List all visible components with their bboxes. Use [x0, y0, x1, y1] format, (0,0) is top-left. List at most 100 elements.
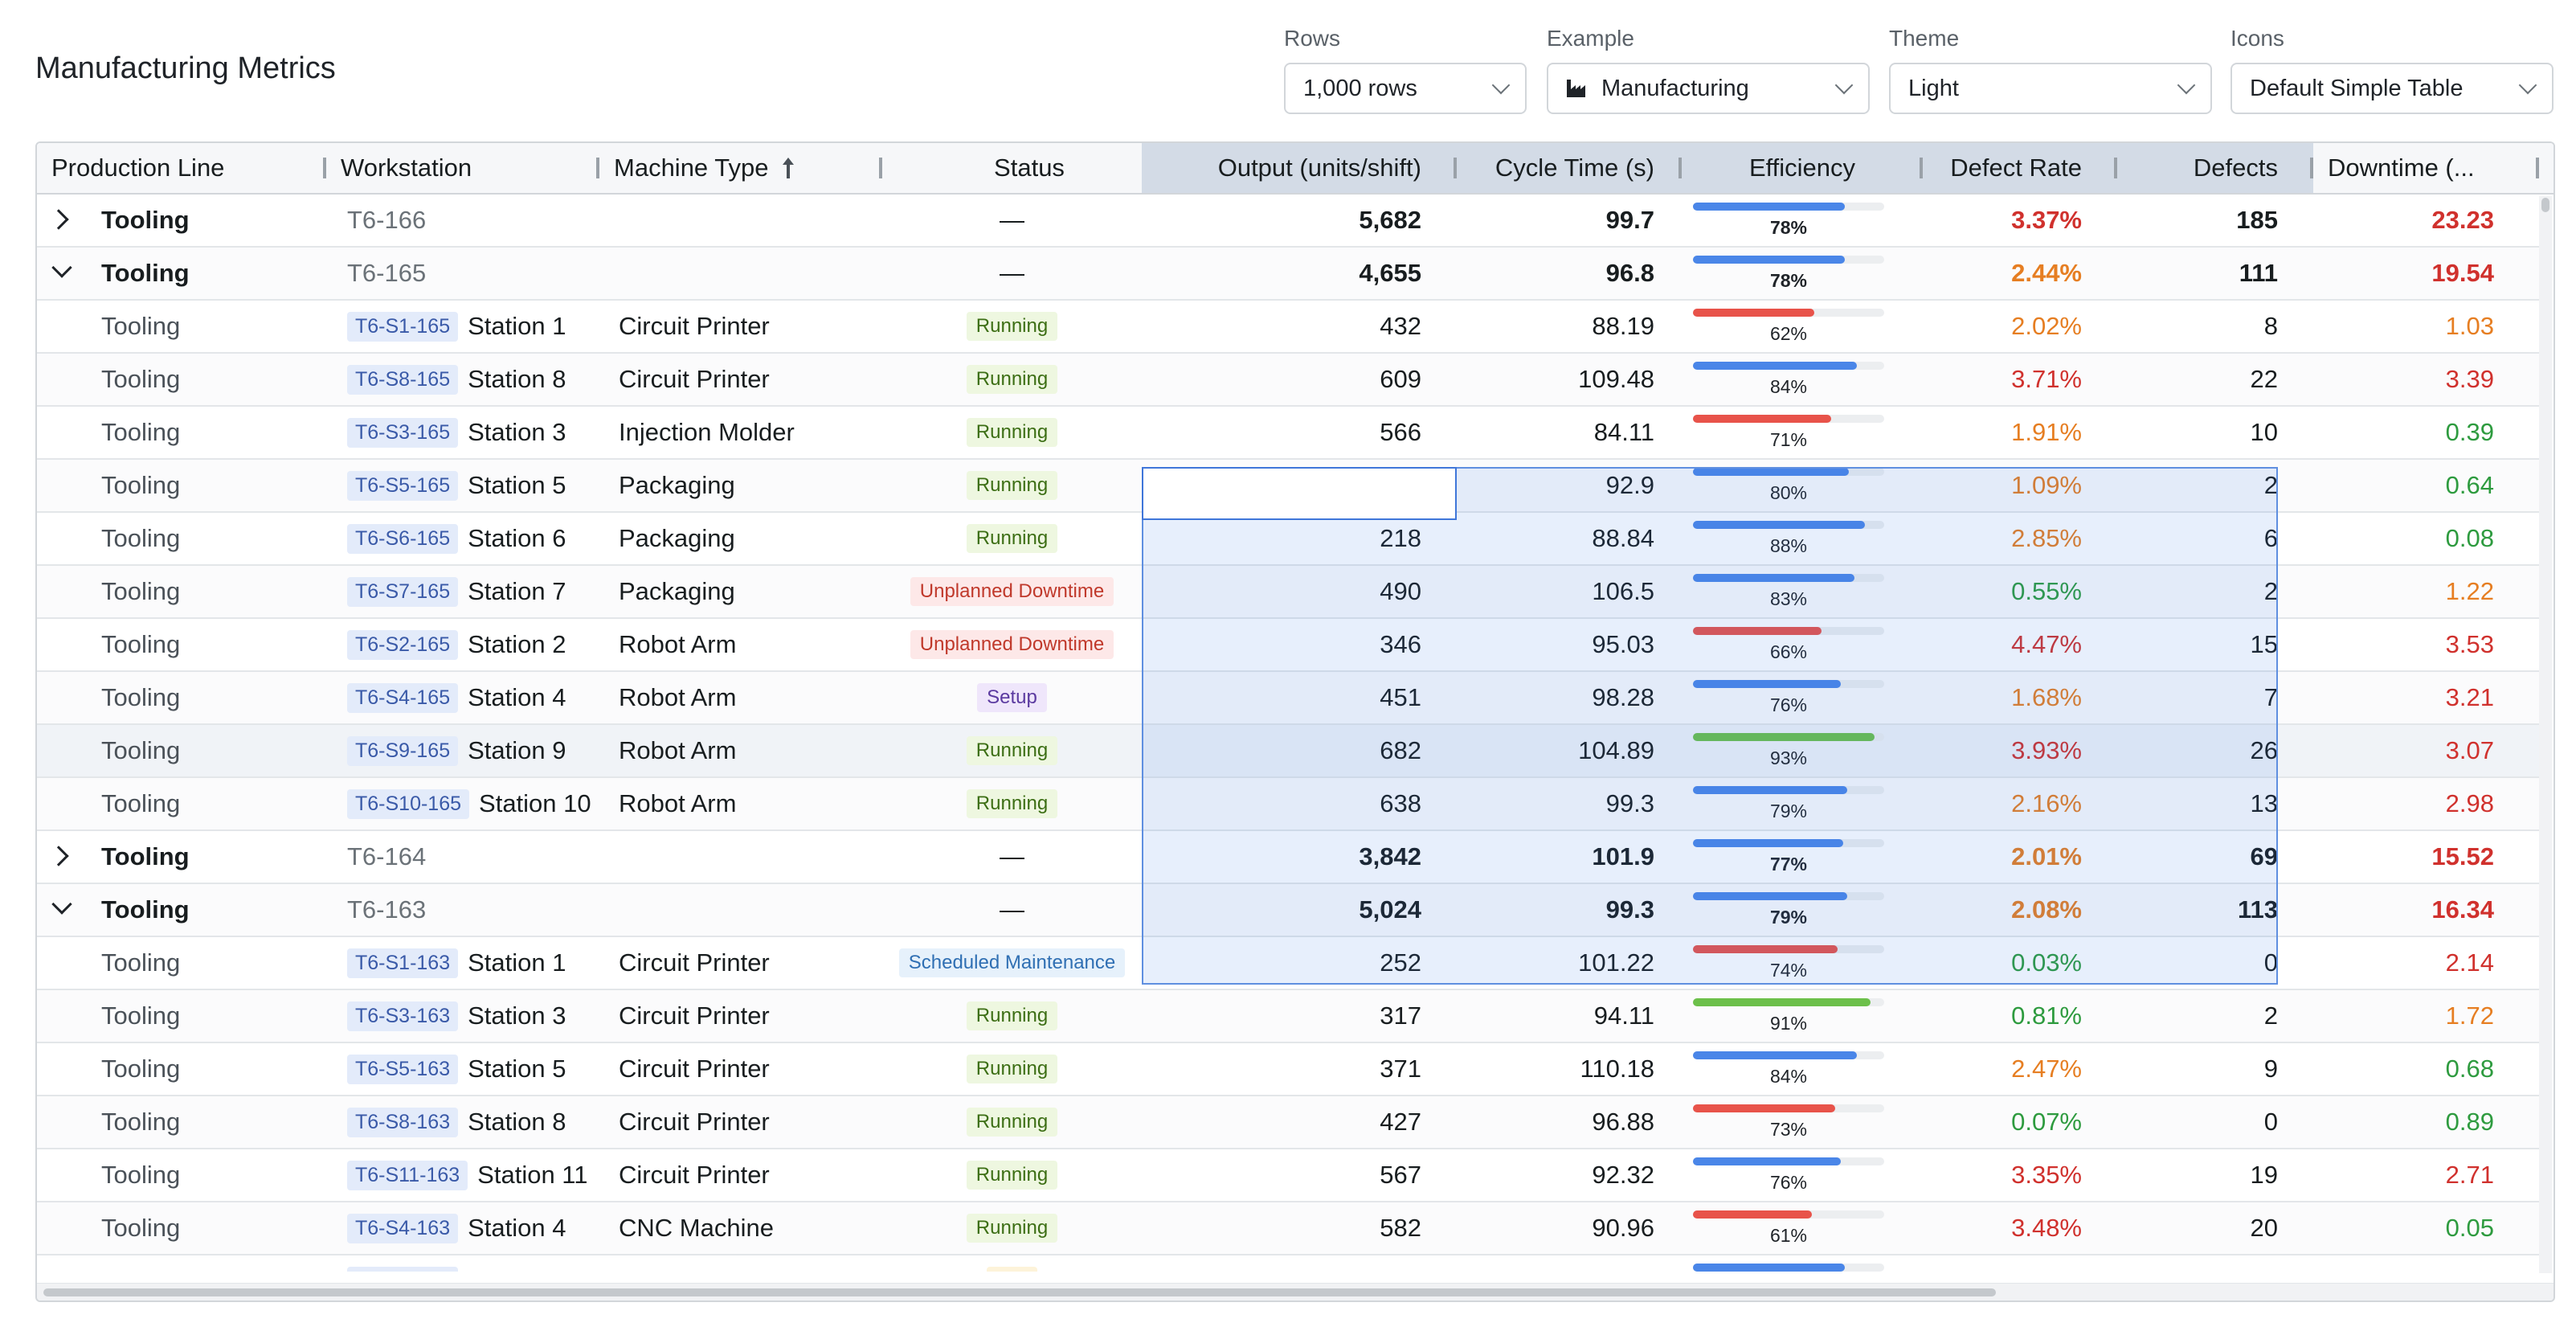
output-value: 682: [1380, 736, 1421, 764]
production-line-cell: Tooling: [101, 248, 326, 299]
table-row[interactable]: Tooling T6-S1-163 Station 1 Circuit Printer…: [37, 937, 2539, 990]
defect-rate-cell: 1.09%: [1923, 460, 2117, 511]
header-status[interactable]: Status: [882, 143, 1176, 193]
column-resize-handle[interactable]: [879, 158, 882, 178]
column-resize-handle[interactable]: [2536, 158, 2539, 178]
column-resize-handle[interactable]: [323, 158, 326, 178]
machine-type-text: Packaging: [619, 577, 735, 605]
header-defect-rate[interactable]: Defect Rate: [1923, 143, 2117, 193]
table-row[interactable]: Tooling T6-S5-165 Station 5 Packaging Runnin…: [37, 460, 2539, 513]
machine-type-text: Circuit Printer: [619, 365, 770, 393]
table-row[interactable]: Tooling T6-S3-165 Station 3 Injection Molde…: [37, 407, 2539, 460]
header-label: Defects: [2193, 154, 2278, 182]
table-row[interactable]: Tooling T6-S2-165 Station 2 Robot Arm Unplan…: [37, 619, 2539, 672]
header-machine-type[interactable]: Machine Type: [599, 143, 882, 193]
header-production-line[interactable]: Production Line: [37, 143, 326, 193]
vertical-scrollbar[interactable]: [2539, 196, 2552, 1273]
header-downtime[interactable]: Downtime (...: [2313, 143, 2539, 193]
header-workstation[interactable]: Workstation: [326, 143, 599, 193]
workstation-cell: T6-S4-163 Station 4: [347, 1202, 604, 1254]
chevron-down-icon[interactable]: [51, 257, 72, 278]
column-resize-handle[interactable]: [1678, 158, 1682, 178]
downtime-value: 3.21: [2445, 683, 2494, 711]
table-row[interactable]: Tooling T6-S4-165 Station 4 Robot Arm Setup 4…: [37, 672, 2539, 725]
table-row[interactable]: Tooling T6-S6-165 Station 6 Packaging Runnin…: [37, 513, 2539, 566]
status-cell: Running: [882, 778, 1142, 829]
efficiency-bar: 80%: [1693, 465, 1884, 506]
efficiency-label: 66%: [1769, 641, 1808, 662]
defects-value: 26: [2250, 736, 2278, 764]
machine-type-text: Robot Arm: [619, 736, 737, 764]
icons-select[interactable]: Default Simple Table: [2230, 63, 2554, 114]
table-row[interactable]: Tooling T6-S6-163 Station 6 Injection Molde…: [37, 1255, 2539, 1272]
chevron-down-icon[interactable]: [51, 894, 72, 915]
production-line-text: Tooling: [101, 418, 181, 446]
group-row[interactable]: Tooling T6-166 — 5,682 99.7 78% 3.37% 185 23.23: [37, 195, 2539, 248]
output-value: 567: [1380, 1161, 1421, 1189]
efficiency-bar-fill: [1693, 1157, 1842, 1165]
table-row[interactable]: Tooling T6-S8-165 Station 8 Circuit Printer…: [37, 354, 2539, 407]
vertical-scrollbar-thumb[interactable]: [2541, 198, 2549, 212]
group-row[interactable]: Tooling T6-164 — 3,842 101.9 77% 2.01% 69 15.52: [37, 831, 2539, 884]
example-label: Example: [1547, 26, 1634, 51]
example-select[interactable]: Manufacturing: [1547, 63, 1870, 114]
efficiency-bar-fill: [1693, 680, 1842, 688]
group-row[interactable]: Tooling T6-165 — 4,655 96.8 78% 2.44% 111 19.54: [37, 248, 2539, 301]
efficiency-cell: 71%: [1682, 407, 1923, 458]
chevron-right-icon[interactable]: [48, 209, 69, 230]
table-row[interactable]: Tooling T6-S3-163 Station 3 Circuit Printer…: [37, 990, 2539, 1043]
status-cell: Running: [882, 1043, 1142, 1095]
example-select-value: Manufacturing: [1601, 75, 1749, 101]
header-efficiency[interactable]: Efficiency: [1682, 143, 1923, 193]
sort-ascending-icon[interactable]: [781, 156, 795, 180]
chevron-right-icon[interactable]: [48, 846, 69, 866]
machine-type-text: Injection Molder: [619, 418, 795, 446]
defect-rate-value: 0.81%: [2011, 1001, 2082, 1030]
efficiency-label: 83%: [1769, 588, 1808, 609]
workstation-cell: T6-S1-163 Station 1: [347, 937, 604, 989]
theme-select[interactable]: Light: [1889, 63, 2212, 114]
downtime-value: 0.08: [2445, 524, 2494, 552]
efficiency-cell: 79%: [1682, 778, 1923, 829]
table-row[interactable]: Tooling T6-S8-163 Station 8 Circuit Printer…: [37, 1096, 2539, 1149]
defects-cell: 0: [2117, 1096, 2313, 1148]
column-resize-handle[interactable]: [1454, 158, 1457, 178]
workstation-name: Station 6: [468, 524, 566, 552]
group-row[interactable]: Tooling T6-163 — 5,024 99.3 79% 2.08% 113 16.34: [37, 884, 2539, 937]
header-cycle-time[interactable]: Cycle Time (s): [1457, 143, 1682, 193]
output-value: 427: [1380, 1108, 1421, 1136]
efficiency-label: 76%: [1769, 1172, 1808, 1193]
column-resize-handle[interactable]: [1920, 158, 1923, 178]
horizontal-scrollbar-thumb[interactable]: [43, 1288, 1996, 1296]
machine-type-text: Circuit Printer: [619, 1161, 770, 1189]
defect-rate-value: 0.03%: [2011, 948, 2082, 977]
output-cell: 432: [1142, 301, 1457, 352]
cycle-time-value: 104.89: [1578, 736, 1654, 764]
column-resize-handle[interactable]: [596, 158, 599, 178]
header-defects[interactable]: Defects: [2117, 143, 2313, 193]
rows-select[interactable]: 1,000 rows: [1284, 63, 1527, 114]
column-resize-handle[interactable]: [2114, 158, 2117, 178]
cycle-time-value: 84.11: [1593, 418, 1654, 446]
status-text: —: [1000, 895, 1024, 924]
cycle-time-cell: 96.8: [1457, 248, 1682, 299]
production-line-cell: Tooling: [101, 672, 326, 723]
defect-rate-cell: 0.81%: [1923, 990, 2117, 1042]
horizontal-scrollbar[interactable]: [37, 1283, 2554, 1300]
table-row[interactable]: Tooling T6-S4-163 Station 4 CNC Machine Runn…: [37, 1202, 2539, 1255]
table-row[interactable]: Tooling T6-S1-165 Station 1 Circuit Printer…: [37, 301, 2539, 354]
column-resize-handle[interactable]: [2310, 158, 2313, 178]
table-row[interactable]: Tooling T6-S10-165 Station 10 Robot Arm Runn…: [37, 778, 2539, 831]
table-row[interactable]: Tooling T6-S5-163 Station 5 Circuit Printer…: [37, 1043, 2539, 1096]
table-row[interactable]: Tooling T6-S9-165 Station 9 Robot Arm Runnin…: [37, 725, 2539, 778]
cycle-time-cell: 110.18: [1457, 1043, 1682, 1095]
production-line-cell: Tooling: [101, 831, 326, 883]
table-row[interactable]: Tooling T6-S11-163 Station 11 Circuit Print…: [37, 1149, 2539, 1202]
chevron-down-icon: [2518, 76, 2537, 95]
header-output[interactable]: Output (units/shift): [1142, 143, 1457, 193]
efficiency-bar-fill: [1693, 468, 1850, 476]
efficiency-bar: 88%: [1693, 518, 1884, 559]
machine-type-text: Robot Arm: [619, 630, 737, 658]
table-row[interactable]: Tooling T6-S7-165 Station 7 Packaging Unplan…: [37, 566, 2539, 619]
cycle-time-cell: 106.5: [1457, 566, 1682, 617]
